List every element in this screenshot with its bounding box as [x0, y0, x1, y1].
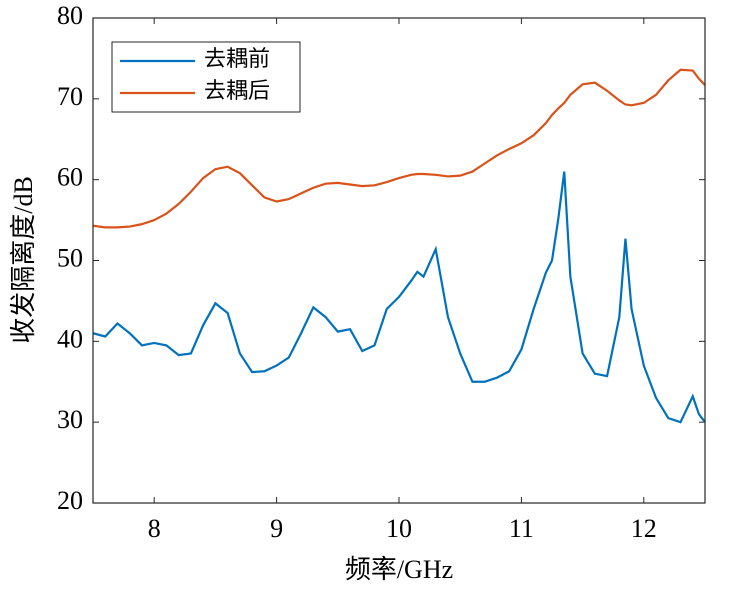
x-tick-label: 9	[270, 514, 283, 543]
legend-label: 去耦前	[204, 46, 270, 71]
y-tick-label: 60	[57, 163, 83, 192]
data-line	[92, 171, 706, 424]
y-axis-label: 收发隔离度/dB	[9, 176, 38, 344]
y-tick-label: 20	[57, 486, 83, 515]
y-tick-label: 40	[57, 324, 83, 353]
x-tick-label: 11	[509, 514, 534, 543]
legend-box	[111, 41, 301, 113]
x-tick-label: 12	[631, 514, 657, 543]
x-axis-label: 频率/GHz	[345, 555, 453, 584]
y-tick-label: 80	[57, 1, 83, 30]
y-tick-label: 70	[57, 82, 83, 111]
plot-frame	[92, 17, 706, 504]
y-tick-label: 50	[57, 243, 83, 272]
legend-label: 去耦后	[204, 78, 270, 103]
data-line	[92, 68, 706, 229]
x-tick-label: 8	[148, 514, 161, 543]
y-tick-label: 30	[57, 405, 83, 434]
x-tick-label: 10	[386, 514, 412, 543]
